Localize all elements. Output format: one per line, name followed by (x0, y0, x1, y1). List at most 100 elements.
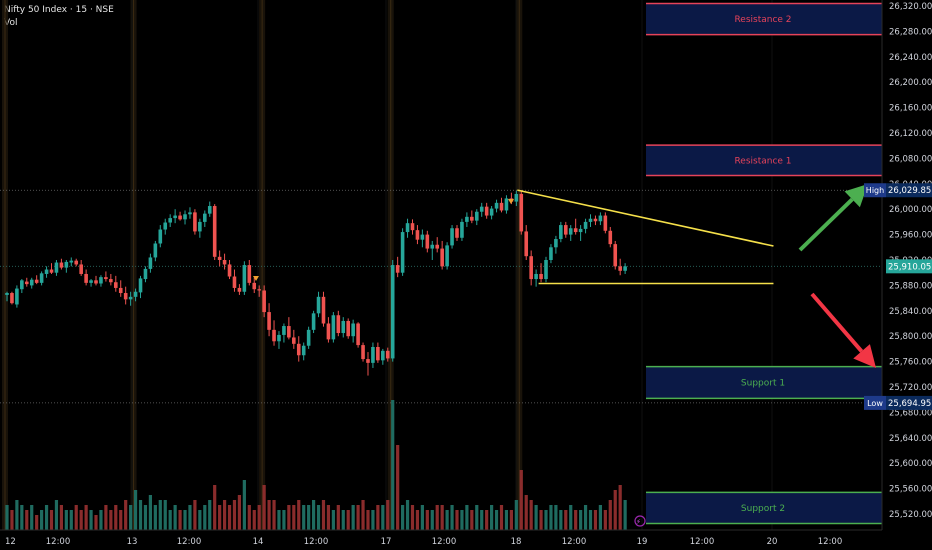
volume-bar (608, 500, 612, 530)
volume-bar (272, 500, 276, 530)
volume-bar (5, 505, 9, 530)
volume-bar (450, 505, 454, 530)
volume-bar (198, 510, 202, 530)
candle (59, 262, 64, 268)
y-axis-panel (882, 0, 932, 550)
x-tick-label: 12:00 (46, 537, 71, 547)
volume-bar (89, 510, 93, 530)
volume-bar (559, 510, 563, 530)
candle (588, 218, 593, 222)
candle (212, 206, 217, 257)
volume-bar (311, 500, 316, 530)
volume-bar (569, 505, 573, 530)
volume-bar (227, 505, 232, 530)
volume-bar (257, 505, 261, 530)
volume-bar (420, 505, 424, 530)
price-tag-bg (864, 183, 886, 198)
volume-bar (445, 510, 449, 530)
candle (247, 265, 252, 283)
price-tag-label: Low (867, 399, 883, 408)
volume-bar (35, 515, 39, 530)
zone-label: Resistance 2 (734, 15, 791, 25)
y-tick-label: 25,880.00 (889, 281, 932, 291)
candle (178, 215, 182, 220)
volume-bar (302, 505, 306, 530)
volume-bar (282, 510, 286, 530)
candle (237, 287, 242, 292)
y-tick-label: 25,560.00 (889, 485, 932, 495)
candle (267, 312, 271, 330)
volume-bar (307, 505, 311, 530)
volume-bar (331, 510, 335, 530)
x-tick-label: 14 (253, 537, 264, 547)
y-tick-label: 26,000.00 (889, 205, 932, 215)
candle (440, 248, 444, 267)
x-tick-label: 12:00 (690, 537, 715, 547)
volume-bar (237, 495, 242, 530)
candle (435, 244, 440, 249)
candle (356, 323, 360, 346)
volume-bar (54, 500, 59, 530)
volume-bar (138, 500, 143, 530)
volume-bar (475, 505, 479, 530)
zone-label: Resistance 1 (734, 156, 791, 166)
volume-bar (460, 510, 464, 530)
candle (524, 231, 529, 257)
candle (84, 273, 88, 283)
volume-bar (588, 510, 593, 530)
candle (29, 279, 34, 286)
candle (143, 268, 148, 280)
candle (529, 256, 533, 280)
price-tag-value: 25,694.95 (888, 399, 931, 409)
volume-bar (129, 505, 133, 530)
y-tick-label: 25,960.00 (889, 231, 932, 241)
candle (5, 293, 9, 295)
zone-2 (646, 145, 882, 176)
y-tick-label: 26,080.00 (889, 154, 932, 164)
candle (366, 359, 370, 363)
volume-bar (351, 505, 355, 530)
price-tag-value-bg (886, 395, 932, 410)
volume-bar (430, 510, 434, 530)
arrow-shaft (810, 292, 864, 353)
candle (489, 208, 494, 216)
candle (39, 273, 44, 283)
candle (474, 211, 479, 221)
candle (232, 276, 237, 288)
high-price-tag: High 26,029.85 (864, 183, 932, 198)
candle (282, 326, 286, 335)
y-tick-label: 25,760.00 (889, 358, 932, 368)
candle (158, 229, 163, 244)
volume-bar (613, 490, 617, 530)
price-tag-value-bg (886, 259, 932, 274)
candle (415, 230, 420, 240)
x-tick-label: 18 (511, 537, 522, 547)
candle (217, 256, 222, 260)
candle (514, 193, 519, 202)
candle (460, 221, 464, 238)
candle (15, 288, 19, 305)
candle (465, 216, 469, 222)
volume-bar (163, 500, 167, 530)
volume-bar (20, 505, 24, 530)
volume-bar (524, 495, 528, 530)
candle (207, 206, 212, 214)
volume-bar (623, 500, 627, 530)
candle (549, 247, 553, 260)
volume-bar (40, 510, 44, 530)
zone-4 (646, 492, 882, 524)
x-tick-label: 12:00 (562, 537, 587, 547)
volume-bar (593, 510, 598, 530)
volume-bar (549, 505, 553, 530)
volume-bar (514, 500, 518, 530)
flash-icon (634, 515, 646, 527)
x-tick-label: 19 (637, 537, 648, 547)
volume-bar (188, 505, 192, 530)
x-tick-label: 20 (767, 537, 778, 547)
volume-bar (485, 510, 489, 530)
volume-bar (396, 445, 400, 530)
volume-bar (361, 500, 365, 530)
symbol-title: Nifty 50 Index · 15 · NSE (4, 5, 114, 15)
volume-bar (183, 510, 187, 530)
